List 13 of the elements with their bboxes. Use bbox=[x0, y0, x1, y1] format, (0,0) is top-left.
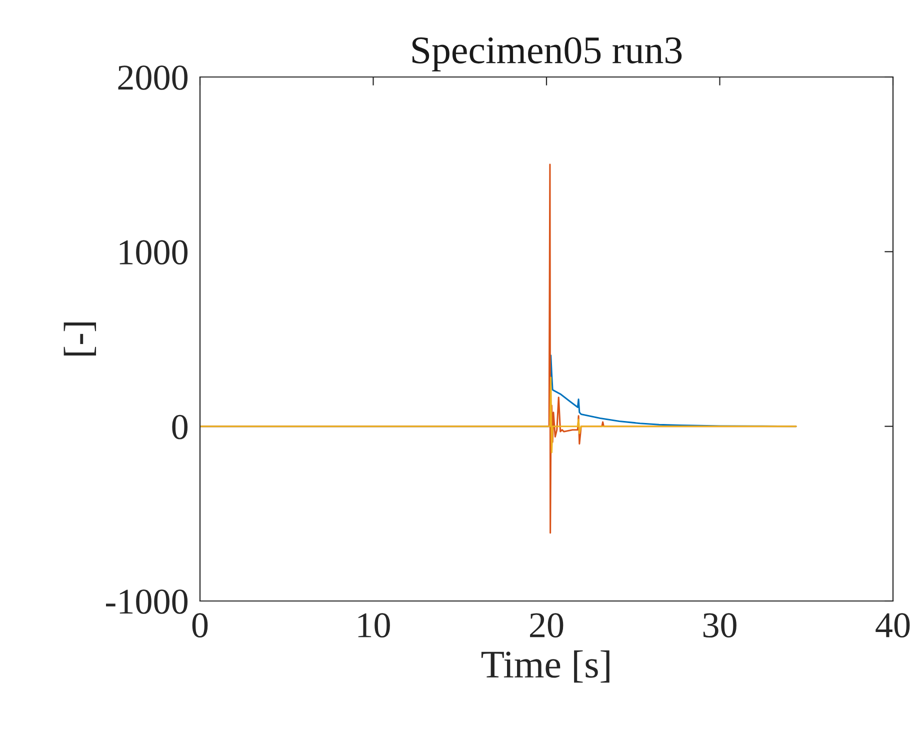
x-tick-label: 30 bbox=[703, 613, 736, 638]
x-tick-label: 10 bbox=[358, 613, 390, 638]
y-tick-label: 2000 bbox=[118, 66, 188, 90]
y-axis-title: [-] bbox=[64, 322, 96, 356]
y-tick-label: 1000 bbox=[120, 240, 188, 265]
y-tick-label: 0 bbox=[172, 414, 188, 440]
x-tick-label: 20 bbox=[530, 613, 564, 638]
x-axis-title: Time [s] bbox=[481, 650, 610, 683]
chart-title: Specimen05 run3 bbox=[412, 37, 682, 72]
x-tick-label: 0 bbox=[192, 613, 208, 638]
y-tick-label: -1000 bbox=[106, 590, 188, 614]
x-tick-label: 40 bbox=[876, 613, 910, 638]
line-series bbox=[200, 376, 797, 454]
